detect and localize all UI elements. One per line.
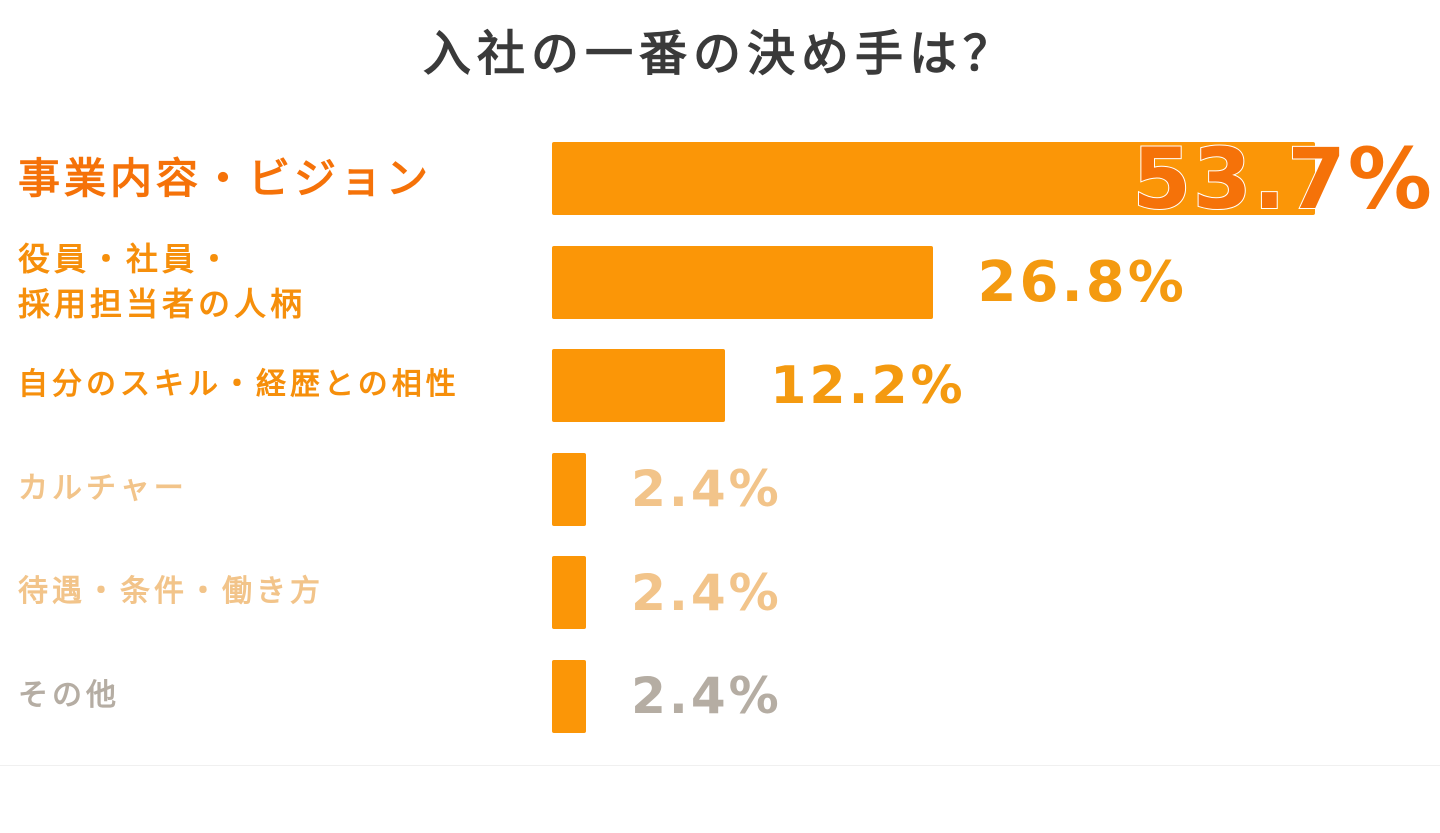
bar (552, 142, 1315, 215)
category-label: 待遇・条件・働き方 (18, 550, 538, 635)
bar (552, 245, 933, 319)
category-label: 事業内容・ビジョン (18, 136, 538, 221)
value-label: 2.4% (631, 667, 782, 725)
bar (552, 452, 587, 526)
chart-title: 入社の一番の決め手は？ (422, 26, 1017, 82)
category-label-line: 採用担当者の人柄 (18, 285, 307, 323)
value-label: 53.7% (1132, 129, 1434, 229)
divider (0, 765, 1440, 766)
value-label: 2.4% (631, 563, 782, 622)
value-label: 12.2% (770, 355, 966, 416)
category-label-line: カルチャー (18, 470, 188, 506)
category-label: 自分のスキル・経歴との相性 (18, 343, 538, 428)
category-label-line: 役員・社員・ (18, 239, 235, 278)
bar (552, 659, 587, 733)
category-label: カルチャー (18, 447, 538, 532)
category-label-line: その他 (18, 677, 120, 713)
category-label-line: 自分のスキル・経歴との相性 (18, 367, 460, 403)
bar (552, 349, 726, 422)
category-label-line: 事業内容・ビジョン (18, 153, 433, 203)
category-label: その他 (18, 654, 538, 739)
value-label: 26.8% (977, 249, 1187, 315)
category-label: 役員・社員・採用担当者の人柄 (18, 240, 538, 325)
bar (552, 556, 587, 629)
category-label-line: 待遇・条件・働き方 (18, 574, 324, 610)
value-label: 2.4% (631, 460, 782, 518)
